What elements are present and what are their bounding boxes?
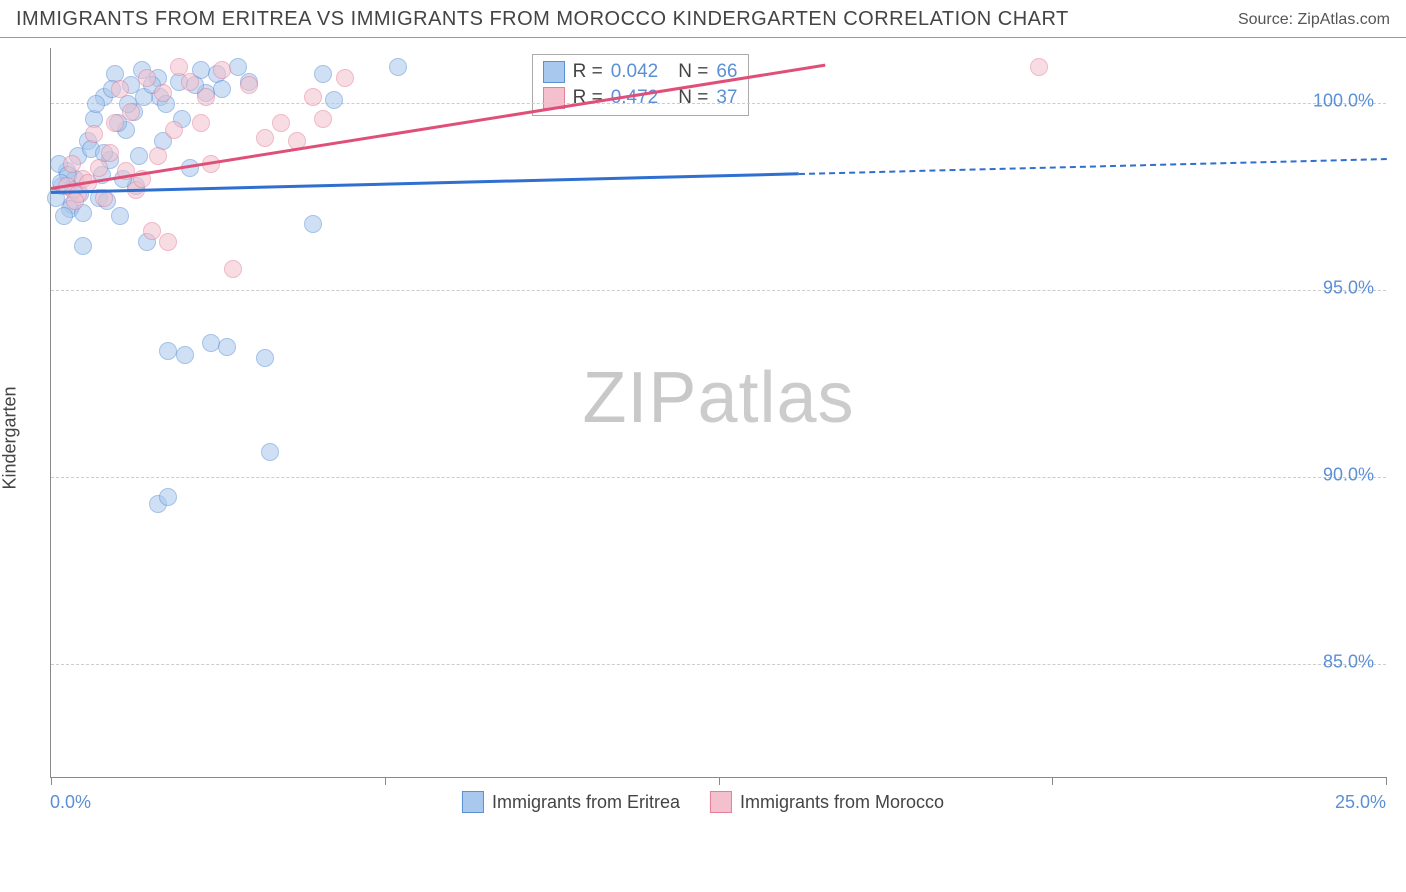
- scatter-point: [159, 233, 177, 251]
- scatter-point: [74, 237, 92, 255]
- x-tick: [719, 777, 720, 785]
- scatter-point: [256, 129, 274, 147]
- legend-item: Immigrants from Eritrea: [462, 791, 680, 813]
- scatter-point: [202, 334, 220, 352]
- y-tick-label: 85.0%: [1323, 651, 1374, 672]
- scatter-point: [314, 110, 332, 128]
- r-label: R =: [573, 61, 603, 83]
- x-tick: [1386, 777, 1387, 785]
- scatter-point: [149, 147, 167, 165]
- n-label: N =: [678, 61, 708, 83]
- scatter-point: [101, 144, 119, 162]
- x-tick: [1052, 777, 1053, 785]
- scatter-point: [85, 125, 103, 143]
- scatter-point: [111, 80, 129, 98]
- n-label: N =: [678, 87, 708, 109]
- scatter-point: [1030, 58, 1048, 76]
- scatter-point: [192, 114, 210, 132]
- r-value: 0.042: [611, 61, 659, 83]
- scatter-point: [304, 215, 322, 233]
- scatter-point: [122, 103, 140, 121]
- scatter-point: [181, 73, 199, 91]
- legend-label: Immigrants from Eritrea: [492, 792, 680, 813]
- scatter-point: [218, 338, 236, 356]
- legend-swatch: [710, 791, 732, 813]
- scatter-point: [165, 121, 183, 139]
- watermark-text: ZIPatlas: [582, 357, 854, 439]
- y-tick-label: 95.0%: [1323, 278, 1374, 299]
- scatter-point: [314, 65, 332, 83]
- scatter-point: [336, 69, 354, 87]
- y-tick-label: 90.0%: [1323, 464, 1374, 485]
- chart-title: IMMIGRANTS FROM ERITREA VS IMMIGRANTS FR…: [16, 8, 1069, 31]
- source-attribution: Source: ZipAtlas.com: [1238, 11, 1390, 29]
- scatter-point: [256, 349, 274, 367]
- scatter-point: [304, 88, 322, 106]
- series-legend: Immigrants from Eritrea Immigrants from M…: [462, 791, 944, 813]
- gridline: [51, 664, 1386, 665]
- scatter-point: [389, 58, 407, 76]
- legend-label: Immigrants from Morocco: [740, 792, 944, 813]
- x-axis-max-label: 25.0%: [1335, 792, 1386, 813]
- scatter-point: [261, 443, 279, 461]
- scatter-point: [240, 76, 258, 94]
- correlation-row: R =0.472N =37: [543, 85, 738, 111]
- legend-swatch: [462, 791, 484, 813]
- scatter-point: [143, 222, 161, 240]
- scatter-point: [111, 207, 129, 225]
- correlation-row: R =0.042N =66: [543, 59, 738, 85]
- gridline: [51, 477, 1386, 478]
- n-value: 37: [716, 87, 737, 109]
- scatter-point: [213, 80, 231, 98]
- scatter-point: [87, 95, 105, 113]
- scatter-point: [154, 84, 172, 102]
- plot-area: ZIPatlas R =0.042N =66R =0.472N =37 85.0…: [50, 48, 1386, 778]
- y-tick-label: 100.0%: [1313, 91, 1374, 112]
- scatter-point: [272, 114, 290, 132]
- scatter-point: [213, 61, 231, 79]
- scatter-point: [138, 69, 156, 87]
- scatter-point: [130, 147, 148, 165]
- scatter-point: [224, 260, 242, 278]
- x-tick: [385, 777, 386, 785]
- chart-header: IMMIGRANTS FROM ERITREA VS IMMIGRANTS FR…: [0, 0, 1406, 38]
- gridline: [51, 290, 1386, 291]
- x-axis-min-label: 0.0%: [50, 792, 91, 813]
- trend-line: [799, 158, 1386, 175]
- y-axis-label: Kindergarten: [0, 386, 21, 489]
- series-swatch: [543, 61, 565, 83]
- legend-item: Immigrants from Morocco: [710, 791, 944, 813]
- scatter-point: [106, 114, 124, 132]
- gridline: [51, 103, 1386, 104]
- scatter-point: [325, 91, 343, 109]
- x-tick: [51, 777, 52, 785]
- trend-line: [51, 172, 799, 194]
- scatter-point: [159, 342, 177, 360]
- chart-container: Kindergarten ZIPatlas R =0.042N =66R =0.…: [0, 38, 1406, 838]
- scatter-point: [197, 88, 215, 106]
- scatter-point: [159, 488, 177, 506]
- scatter-point: [66, 192, 84, 210]
- scatter-point: [176, 346, 194, 364]
- scatter-point: [55, 207, 73, 225]
